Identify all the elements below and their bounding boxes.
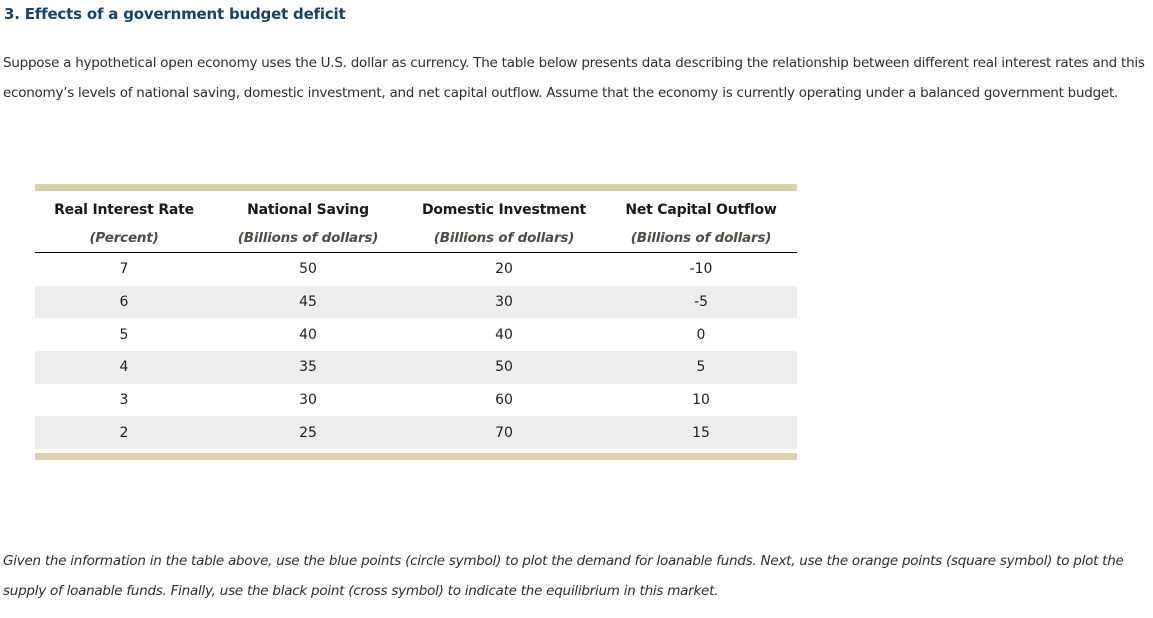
cell-saving: 25 xyxy=(299,424,317,441)
cell-saving: 50 xyxy=(299,261,317,278)
column-label: National Saving xyxy=(247,202,369,218)
economy-data-table: Real Interest Rate (Percent) National Sa… xyxy=(35,184,797,461)
cell-saving: 30 xyxy=(299,392,317,409)
cell-rate: 5 xyxy=(119,326,129,343)
column-sublabel: (Billions of dollars) xyxy=(433,230,575,246)
cell-investment: 70 xyxy=(495,424,513,441)
cell-investment: 20 xyxy=(495,261,513,278)
cell-investment: 50 xyxy=(495,359,513,376)
question-intro-paragraph: Suppose a hypothetical open economy uses… xyxy=(3,55,1145,101)
table-row: 5 40 40 0 xyxy=(35,318,797,352)
table-row: 6 45 30 -5 xyxy=(35,285,797,319)
column-label: Real Interest Rate xyxy=(54,202,194,218)
cell-saving: 35 xyxy=(299,359,317,376)
cell-rate: 2 xyxy=(119,424,129,441)
column-label: Net Capital Outflow xyxy=(625,202,777,218)
column-header-domestic-investment: Domestic Investment (Billions of dollars… xyxy=(403,196,605,252)
column-header-national-saving: National Saving (Billions of dollars) xyxy=(213,196,403,252)
column-sublabel: (Billions of dollars) xyxy=(630,230,772,246)
table-top-accent-bar xyxy=(35,184,797,191)
question-title: 3. Effects of a government budget defici… xyxy=(4,5,346,23)
cell-outflow: -5 xyxy=(694,294,708,311)
cell-rate: 7 xyxy=(119,261,129,278)
cell-outflow: -10 xyxy=(689,261,713,278)
cell-investment: 40 xyxy=(495,326,513,343)
cell-outflow: 10 xyxy=(692,392,710,409)
cell-rate: 4 xyxy=(119,359,129,376)
cell-rate: 6 xyxy=(119,294,129,311)
table-row: 2 25 70 15 xyxy=(35,416,797,450)
cell-saving: 40 xyxy=(299,326,317,343)
column-header-real-interest-rate: Real Interest Rate (Percent) xyxy=(35,196,213,252)
column-sublabel: (Percent) xyxy=(89,230,159,246)
cell-rate: 3 xyxy=(119,392,129,409)
cell-investment: 30 xyxy=(495,294,513,311)
cell-outflow: 5 xyxy=(696,359,706,376)
plotting-instructions-paragraph: Given the information in the table above… xyxy=(3,553,1124,599)
cell-outflow: 15 xyxy=(692,424,710,441)
column-header-net-capital-outflow: Net Capital Outflow (Billions of dollars… xyxy=(605,196,797,252)
cell-investment: 60 xyxy=(495,392,513,409)
cell-saving: 45 xyxy=(299,294,317,311)
table-bottom-gap xyxy=(35,449,797,454)
table-row: 7 50 20 -10 xyxy=(35,253,797,286)
table-row: 4 35 50 5 xyxy=(35,351,797,384)
column-sublabel: (Billions of dollars) xyxy=(237,230,379,246)
column-label: Domestic Investment xyxy=(421,202,587,218)
table-row: 3 30 60 10 xyxy=(35,383,797,417)
cell-outflow: 0 xyxy=(696,326,706,343)
table-bottom-accent-bar xyxy=(35,453,797,461)
table-header-row: Real Interest Rate (Percent) National Sa… xyxy=(35,191,797,253)
